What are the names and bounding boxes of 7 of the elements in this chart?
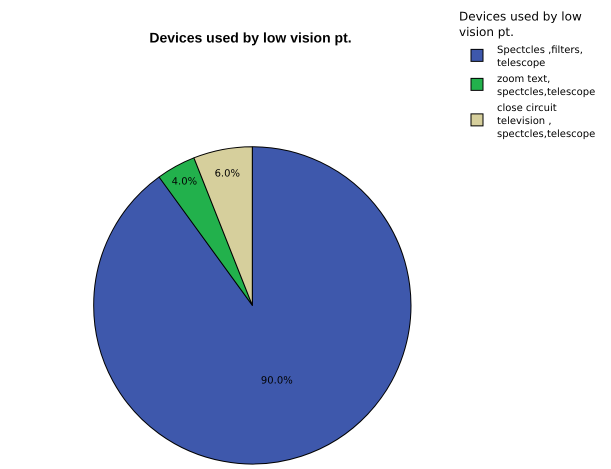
data-label: 4.0% xyxy=(172,176,198,188)
pie-slice xyxy=(93,146,412,464)
chart-title: Devices used by low vision pt. xyxy=(149,30,352,46)
data-label: 90.0% xyxy=(260,375,293,386)
data-label: 6.0% xyxy=(214,168,240,180)
legend-title: Devices used by low vision pt. xyxy=(459,9,582,39)
legend-label: close circuit television , spectcles,telescope xyxy=(497,102,596,140)
